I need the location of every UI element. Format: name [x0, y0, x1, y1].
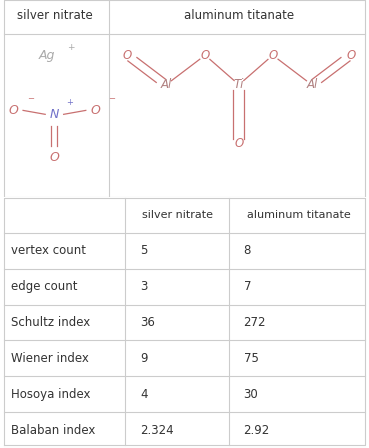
Text: silver nitrate: silver nitrate	[17, 9, 92, 22]
Text: aluminum titanate: aluminum titanate	[247, 210, 351, 220]
Text: 7: 7	[244, 280, 251, 293]
Text: Balaban index: Balaban index	[11, 423, 96, 437]
Text: silver nitrate: silver nitrate	[142, 210, 213, 220]
Text: 36: 36	[140, 316, 155, 329]
Text: Ag: Ag	[39, 49, 55, 62]
Text: Hosoya index: Hosoya index	[11, 388, 90, 401]
Text: Al: Al	[306, 78, 317, 91]
Text: Al: Al	[161, 78, 172, 91]
Text: 5: 5	[140, 244, 148, 258]
Text: O: O	[49, 151, 59, 164]
Text: 2.324: 2.324	[140, 423, 174, 437]
Text: +: +	[67, 43, 75, 52]
Text: O: O	[123, 49, 132, 62]
Text: 9: 9	[140, 352, 148, 365]
Text: 3: 3	[140, 280, 148, 293]
Text: 4: 4	[140, 388, 148, 401]
Text: 30: 30	[244, 388, 258, 401]
Text: 75: 75	[244, 352, 258, 365]
Text: 272: 272	[244, 316, 266, 329]
Text: Ti: Ti	[234, 78, 244, 91]
Text: Schultz index: Schultz index	[11, 316, 90, 329]
Text: Wiener index: Wiener index	[11, 352, 89, 365]
Text: N: N	[50, 108, 59, 121]
Text: O: O	[9, 104, 19, 117]
Text: O: O	[346, 49, 355, 62]
Text: vertex count: vertex count	[11, 244, 86, 258]
Text: −: −	[27, 94, 34, 103]
Text: edge count: edge count	[11, 280, 77, 293]
Text: O: O	[234, 138, 244, 151]
Text: O: O	[200, 49, 210, 62]
Text: O: O	[90, 104, 100, 117]
Text: aluminum titanate: aluminum titanate	[184, 9, 294, 22]
Text: 8: 8	[244, 244, 251, 258]
Text: O: O	[268, 49, 277, 62]
Text: +: +	[66, 98, 73, 107]
Text: 2.92: 2.92	[244, 423, 270, 437]
Text: −: −	[108, 94, 115, 103]
